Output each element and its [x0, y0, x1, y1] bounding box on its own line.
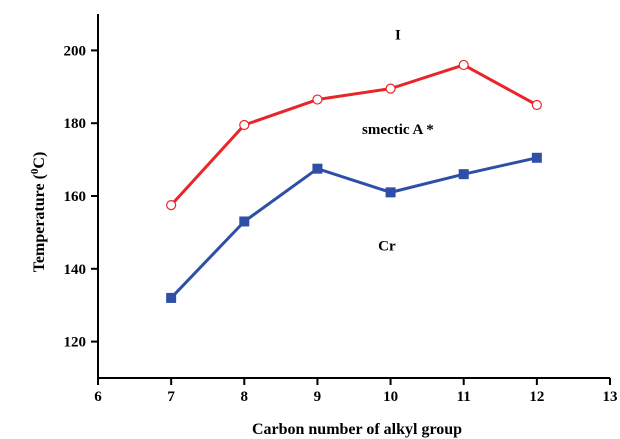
- data-point: [531, 99, 542, 111]
- y-axis-title-superscript: 0: [29, 168, 41, 174]
- x-tick-label: 10: [383, 389, 398, 405]
- data-point: [239, 216, 250, 227]
- y-tick-label: 140: [64, 262, 87, 278]
- y-tick-label: 120: [64, 335, 87, 351]
- x-tick-label: 8: [241, 389, 249, 405]
- data-point: [312, 163, 323, 174]
- y-axis-title-suffix: C): [31, 152, 48, 169]
- series-1: [166, 59, 542, 211]
- data-point: [312, 94, 323, 105]
- y-axis-title: Temperature (0C): [29, 152, 48, 273]
- axes: 6 7 8 9 10 11 12 13 120 140 160 180 200: [64, 14, 618, 405]
- region-label: Cr: [378, 239, 396, 255]
- x-tick-label: 13: [603, 389, 618, 405]
- y-tick-label: 180: [64, 116, 87, 132]
- x-tick-label: 12: [529, 389, 544, 405]
- y-tick-label: 200: [64, 43, 87, 59]
- y-tick-label: 160: [64, 189, 87, 205]
- x-axis-title: Carbon number of alkyl group: [252, 421, 462, 438]
- data-point: [458, 59, 469, 71]
- data-point: [531, 152, 542, 163]
- x-tick-label: 11: [457, 389, 471, 405]
- data-point: [166, 200, 177, 211]
- data-point: [385, 83, 396, 94]
- x-tick-label: 9: [314, 389, 322, 405]
- x-tick-label: 6: [94, 389, 102, 405]
- region-label: I: [395, 27, 401, 43]
- data-point: [385, 187, 396, 198]
- region-label: smectic A *: [362, 122, 434, 138]
- x-tick-label: 7: [167, 389, 175, 405]
- series-2: [166, 152, 542, 303]
- series-layer: [166, 59, 542, 303]
- y-axis-title-prefix: Temperature (: [31, 174, 48, 272]
- series-line: [170, 156, 538, 299]
- data-point: [239, 119, 250, 131]
- data-point: [458, 169, 469, 180]
- data-point: [166, 292, 177, 303]
- series-line: [170, 63, 538, 207]
